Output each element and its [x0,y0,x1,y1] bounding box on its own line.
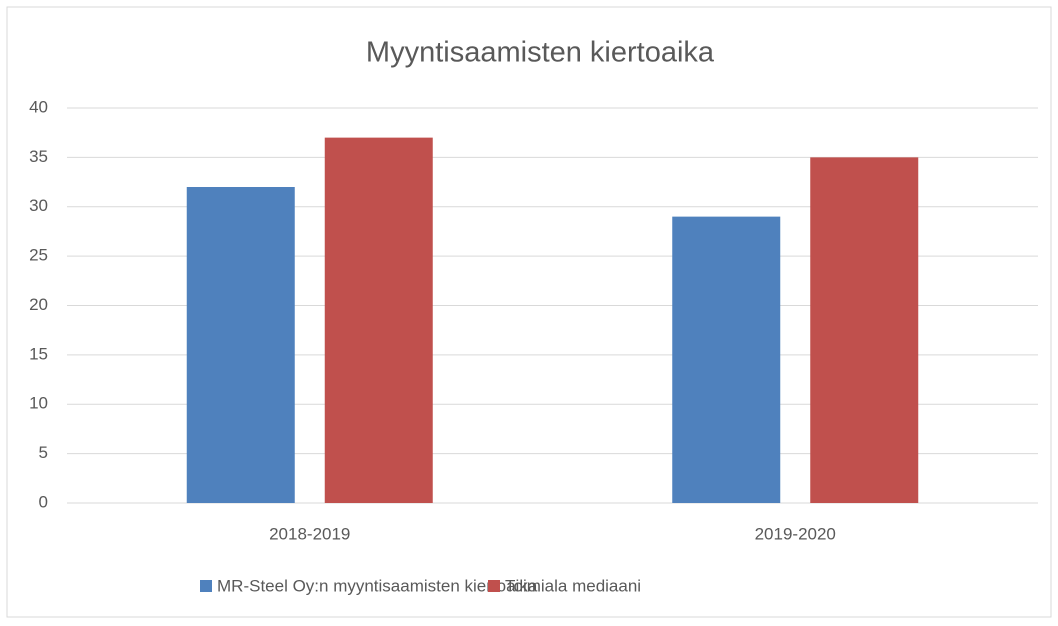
chart-title: Myyntisaamisten kiertoaika [366,37,715,69]
y-tick-label: 30 [29,196,48,215]
y-tick-label: 25 [29,246,48,265]
x-tick-label: 2018-2019 [269,524,350,543]
legend-label: Toimiala mediaani [505,576,641,595]
y-tick-label: 5 [39,443,48,462]
bar [324,137,433,503]
bar [672,216,781,503]
y-tick-label: 35 [29,147,48,166]
x-tick-label: 2019-2020 [755,524,836,543]
legend-label: MR-Steel Oy:n myyntisaamisten kiertoaika [217,576,538,595]
bar [810,157,919,503]
y-tick-label: 40 [29,97,48,116]
y-tick-label: 15 [29,344,48,363]
bar [186,187,295,503]
y-tick-label: 20 [29,295,48,314]
legend-swatch [488,580,500,592]
y-tick-label: 0 [39,492,48,511]
y-tick-label: 10 [29,394,48,413]
legend-swatch [200,580,212,592]
